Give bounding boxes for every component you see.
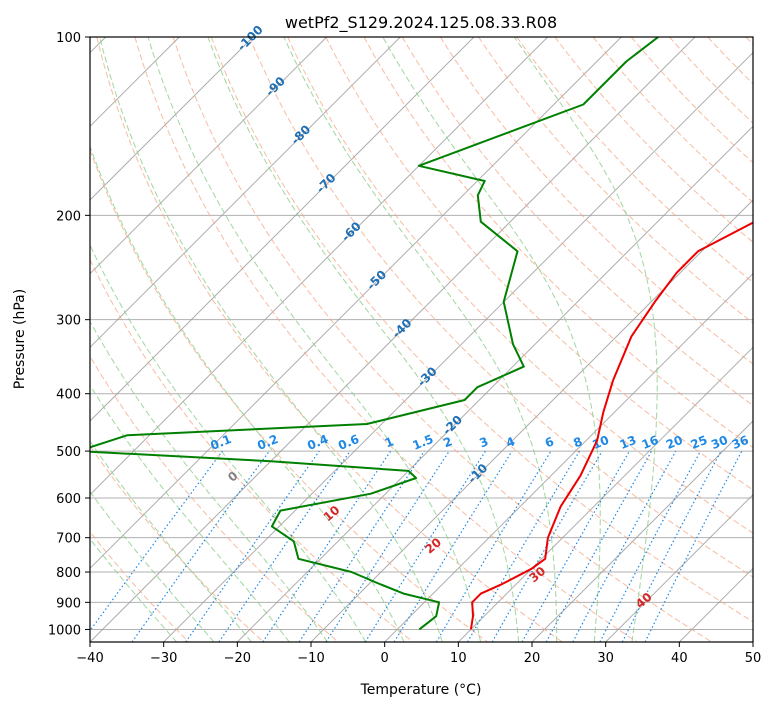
x-tick-label: −40 [76, 651, 103, 666]
y-tick-label: 200 [56, 209, 81, 224]
x-tick-label: −20 [224, 651, 251, 666]
x-tick-label: 30 [597, 651, 614, 666]
chart-title: wetPf2_S129.2024.125.08.33.R08 [285, 13, 557, 33]
y-tick-label: 700 [56, 532, 81, 547]
x-tick-label: 0 [381, 651, 389, 666]
x-tick-label: 20 [524, 651, 541, 666]
plot-background [90, 37, 753, 642]
y-tick-label: 800 [56, 566, 81, 581]
x-axis-label: Temperature (°C) [360, 682, 482, 698]
x-tick-label: −10 [297, 651, 324, 666]
y-tick-label: 600 [56, 492, 81, 507]
y-tick-label: 900 [56, 596, 81, 611]
x-tick-label: 40 [671, 651, 688, 666]
y-tick-label: 500 [56, 445, 81, 460]
x-tick-label: 10 [450, 651, 467, 666]
y-tick-label: 300 [56, 314, 81, 329]
x-tick-label: 50 [745, 651, 762, 666]
y-tick-label: 1000 [48, 623, 81, 638]
y-tick-label: 100 [56, 31, 81, 46]
y-tick-label: 400 [56, 388, 81, 403]
y-axis-label: Pressure (hPa) [12, 289, 28, 389]
x-tick-label: −30 [150, 651, 177, 666]
